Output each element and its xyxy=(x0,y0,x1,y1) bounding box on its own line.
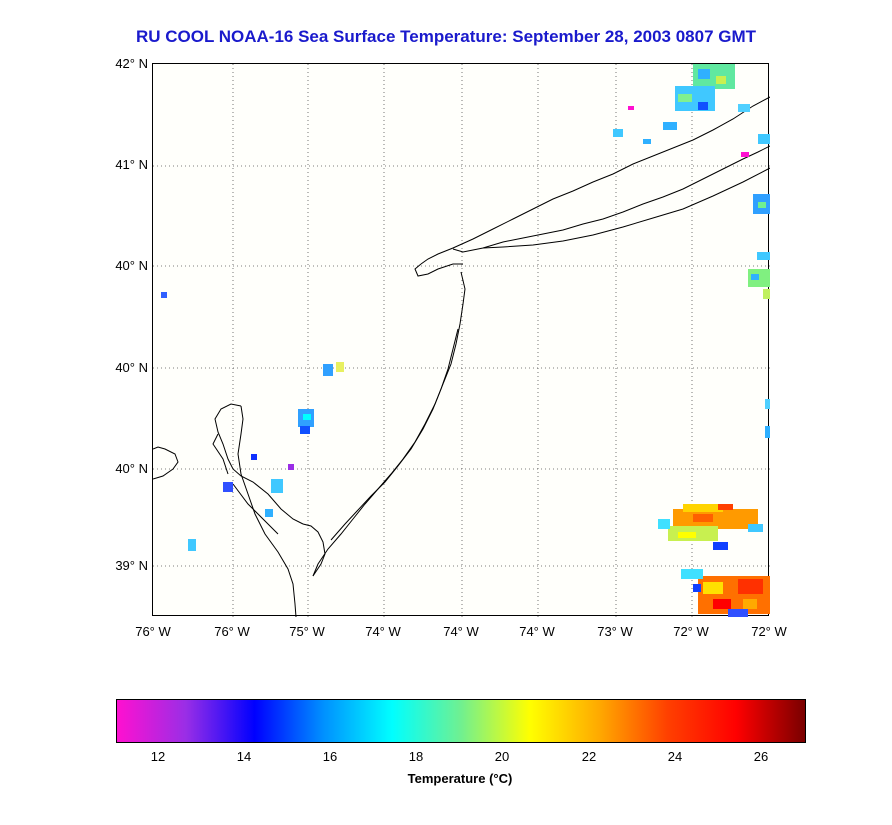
sst-patch-ne-right xyxy=(741,134,770,438)
sst-patch-delaware xyxy=(298,409,314,434)
colorbar-tick: 20 xyxy=(494,749,510,764)
colorbar-tick: 14 xyxy=(236,749,252,764)
lon-label-74w-a: 74° W xyxy=(365,624,401,639)
colorbar-label: Temperature (°C) xyxy=(407,771,513,786)
lon-label-72w-a: 72° W xyxy=(673,624,709,639)
temperature-colorbar xyxy=(116,699,806,743)
map-plot-area xyxy=(152,63,770,617)
map-canvas xyxy=(153,64,770,617)
colorbar-tick: 22 xyxy=(581,749,597,764)
lat-label-41n: 41° N xyxy=(115,157,148,172)
lon-label-73w: 73° W xyxy=(597,624,633,639)
lon-label-75w: 75° W xyxy=(289,624,325,639)
sst-patch-ne-top xyxy=(613,64,750,144)
sst-patch-se-bottom xyxy=(681,569,770,617)
lat-label-40n-c: 40° N xyxy=(115,461,148,476)
colorbar-tick: 18 xyxy=(408,749,424,764)
lon-label-74w-c: 74° W xyxy=(519,624,555,639)
lon-label-72w-b: 72° W xyxy=(751,624,787,639)
lon-label-74w-b: 74° W xyxy=(443,624,479,639)
lat-label-40n-a: 40° N xyxy=(115,258,148,273)
sst-patch-west-small xyxy=(161,292,344,551)
coastline xyxy=(153,96,770,617)
lat-label-40n-b: 40° N xyxy=(115,360,148,375)
colorbar-tick: 12 xyxy=(150,749,166,764)
lat-label-39n: 39° N xyxy=(115,558,148,573)
lon-label-76w-b: 76° W xyxy=(214,624,250,639)
map-title: RU COOL NOAA-16 Sea Surface Temperature:… xyxy=(135,27,757,46)
colorbar-tick: 26 xyxy=(753,749,769,764)
lon-label-76w-a: 76° W xyxy=(135,624,171,639)
colorbar-tick: 16 xyxy=(322,749,338,764)
lat-label-42n: 42° N xyxy=(115,56,148,71)
colorbar-tick: 24 xyxy=(667,749,683,764)
sst-patch-se-warm xyxy=(658,504,763,550)
